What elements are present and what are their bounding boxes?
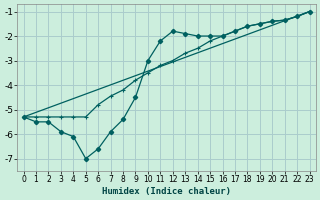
- X-axis label: Humidex (Indice chaleur): Humidex (Indice chaleur): [102, 187, 231, 196]
